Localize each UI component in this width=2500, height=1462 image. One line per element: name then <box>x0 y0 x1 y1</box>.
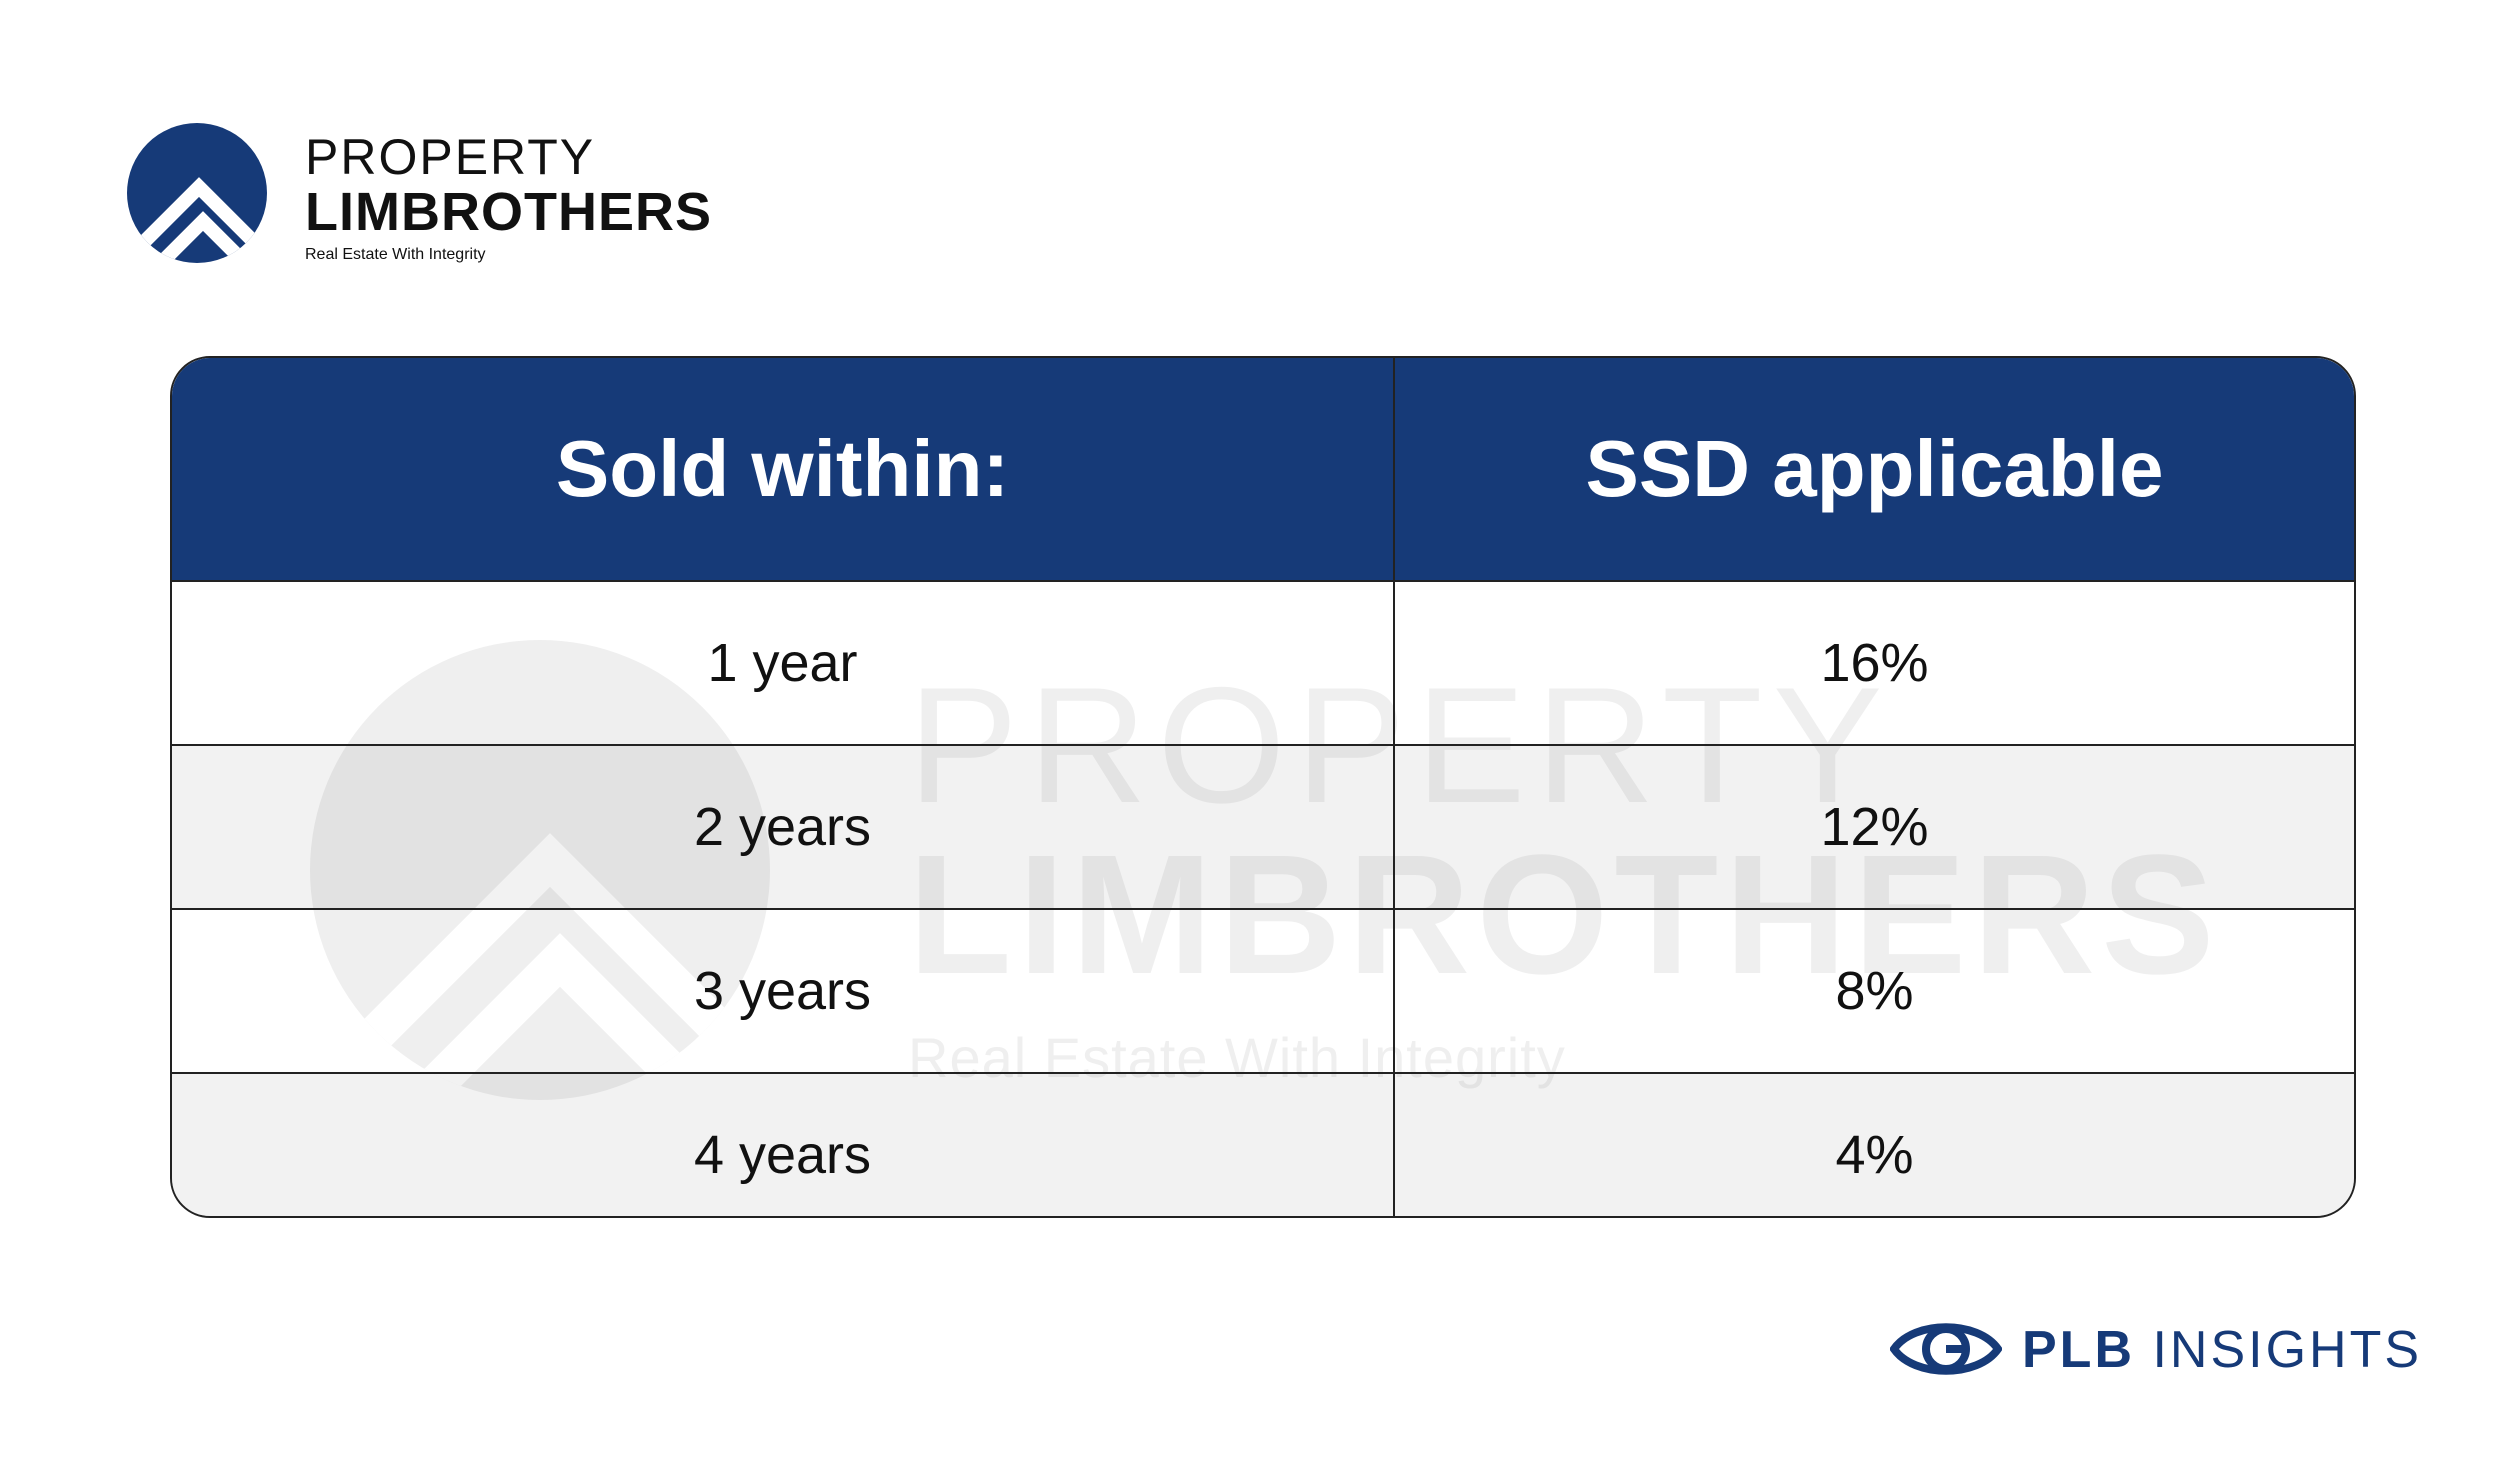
cell-rate: 12% <box>1393 744 2354 909</box>
brand-logo: PROPERTY LIMBROTHERS Real Estate With In… <box>127 123 727 273</box>
header-sold-within: Sold within: <box>172 358 1394 581</box>
brand-tagline: Real Estate With Integrity <box>305 246 486 263</box>
cell-rate: 8% <box>1393 908 2354 1073</box>
cell-period: 3 years <box>172 908 1394 1073</box>
header-ssd-applicable: SSD applicable <box>1393 358 2354 581</box>
cell-period: 2 years <box>172 744 1394 909</box>
cell-rate: 16% <box>1393 580 2354 745</box>
table-header-row: Sold within: SSD applicable <box>172 358 2354 581</box>
plb-insights-text: PLB INSIGHTS <box>2022 1320 2422 1380</box>
eye-icon <box>1890 1323 2002 1375</box>
table-row: 1 year 16% <box>172 580 2354 745</box>
property-limbrothers-logo-icon <box>127 123 267 263</box>
brand-line2: LIMBROTHERS <box>305 182 712 242</box>
ssd-table-grid: Sold within: SSD applicable 1 year 16% 2… <box>172 358 2354 1216</box>
table-row: 4 years 4% <box>172 1072 2354 1216</box>
plb-insights-rest: INSIGHTS <box>2152 1321 2423 1379</box>
plb-insights-bold: PLB <box>2022 1321 2135 1379</box>
plb-insights-brand: PLB INSIGHTS <box>1890 1310 2419 1390</box>
brand-line1: PROPERTY <box>305 129 596 185</box>
ssd-table: Sold within: SSD applicable 1 year 16% 2… <box>170 356 2356 1218</box>
table-row: 2 years 12% <box>172 744 2354 909</box>
cell-period: 4 years <box>172 1072 1394 1216</box>
table-row: 3 years 8% <box>172 908 2354 1073</box>
brand-wordmark: PROPERTY LIMBROTHERS Real Estate With In… <box>305 130 712 264</box>
cell-period: 1 year <box>172 580 1394 745</box>
cell-rate: 4% <box>1393 1072 2354 1216</box>
